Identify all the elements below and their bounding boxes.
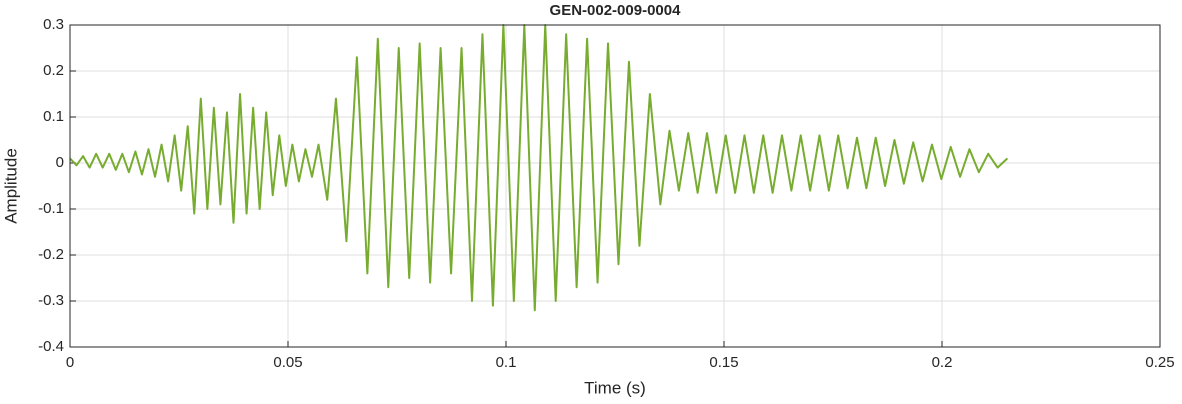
y-tick-label: 0 [56, 154, 64, 171]
y-tick-label: 0.2 [43, 62, 64, 79]
waveform-line [69, 24, 1009, 312]
x-tick-label: 0.05 [273, 354, 302, 371]
plot-border [69, 24, 1161, 348]
x-tick-label: 0.2 [932, 354, 953, 371]
chart-title: GEN-002-009-0004 [550, 2, 682, 19]
y-tick-label: -0.1 [38, 200, 64, 217]
y-tick-label: 0.1 [43, 108, 64, 125]
y-tick-label: -0.3 [38, 292, 64, 309]
x-tick-label: 0.1 [496, 354, 517, 371]
y-tick-label: 0.3 [43, 16, 64, 33]
x-tick-label: 0.25 [1145, 354, 1174, 371]
x-tick-label: 0 [66, 354, 74, 371]
x-tick-label: 0.15 [709, 354, 738, 371]
x-axis-label: Time (s) [584, 378, 646, 397]
y-axis-label: Amplitude [1, 148, 20, 224]
y-tick-label: -0.4 [38, 338, 64, 355]
y-tick-label: -0.2 [38, 246, 64, 263]
